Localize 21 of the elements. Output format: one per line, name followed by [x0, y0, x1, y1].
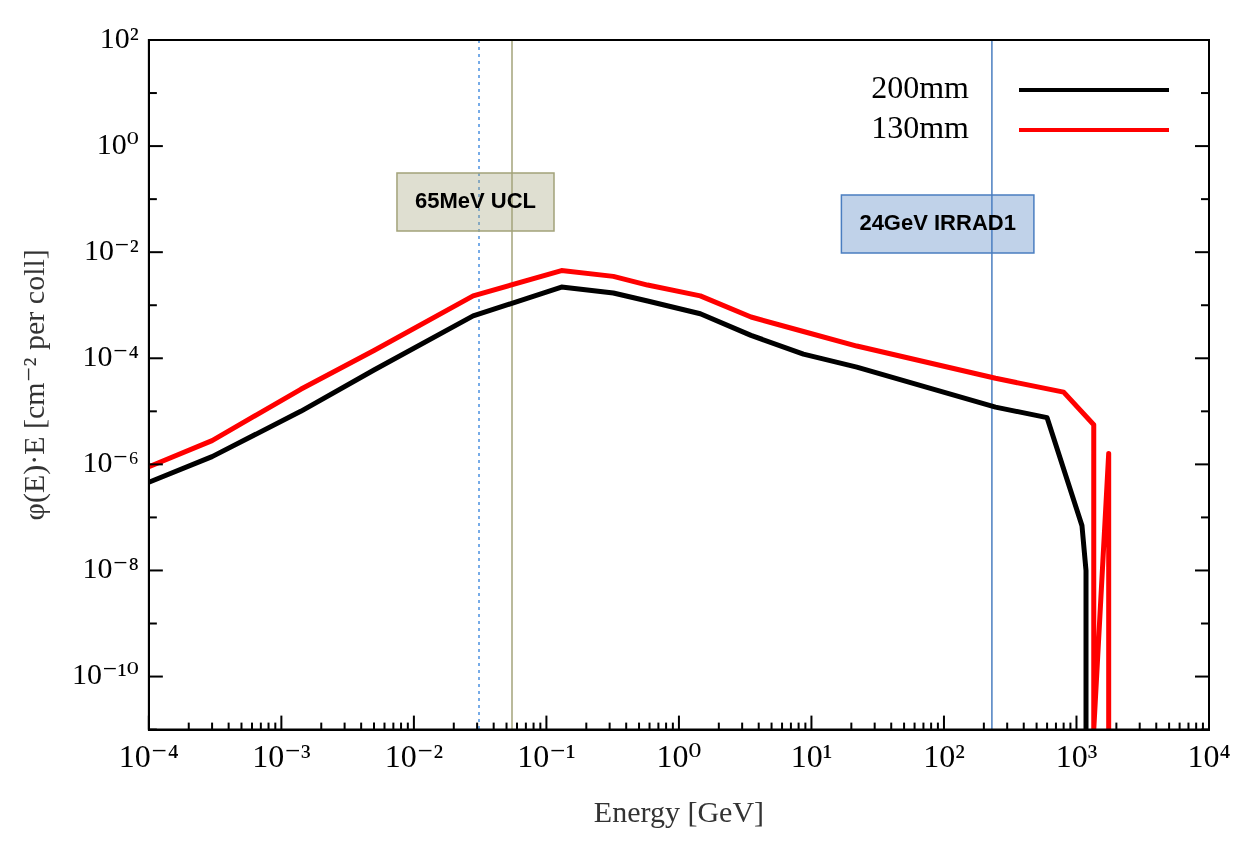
x-tick-label: 10⁻¹ — [517, 738, 576, 775]
y-tick-label: 10⁻⁸ — [82, 551, 139, 585]
x-tick-label: 10⁰ — [656, 738, 702, 775]
ref-line-label: 24GeV IRRAD1 — [859, 210, 1016, 236]
y-tick-label: 10² — [99, 20, 139, 54]
x-tick-label: 10⁴ — [1187, 738, 1231, 775]
y-tick-label: 10⁰ — [96, 126, 139, 160]
legend-label: 130mm — [871, 109, 970, 146]
x-axis-title: Energy [GeV] — [593, 794, 765, 828]
y-tick-label: 10⁻⁶ — [82, 445, 139, 479]
x-tick-label: 10⁻³ — [252, 738, 311, 775]
y-tick-label: 10⁻¹⁰ — [72, 657, 139, 691]
y-tick-label: 10⁻⁴ — [82, 339, 139, 373]
ref-line-label: 65MeV UCL — [414, 188, 537, 214]
x-tick-label: 10² — [923, 738, 965, 775]
x-tick-label: 10⁻² — [384, 738, 444, 775]
x-tick-label: 10³ — [1055, 738, 1098, 775]
legend-label: 200mm — [871, 69, 970, 106]
y-axis-title: φ(E)·E [cm⁻² per coll] — [16, 249, 51, 521]
y-tick-label: 10⁻² — [84, 233, 139, 267]
x-tick-label: 10¹ — [790, 738, 833, 775]
